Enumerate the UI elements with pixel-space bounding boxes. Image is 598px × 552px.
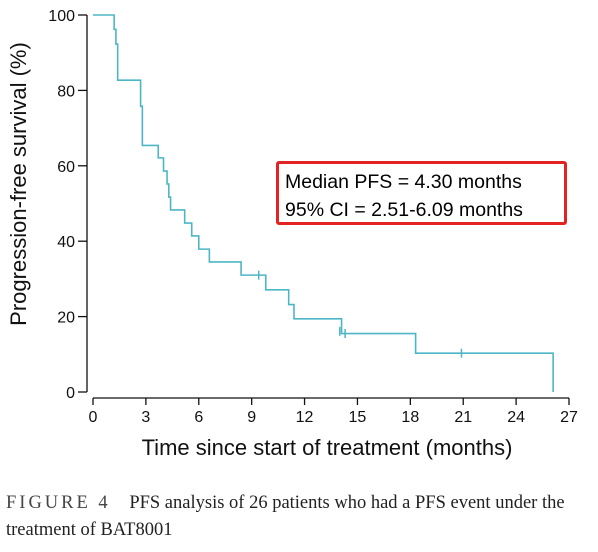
- median-pfs-annotation: Median PFS = 4.30 months 95% CI = 2.51-6…: [276, 161, 567, 225]
- y-tick-label-80: 80: [57, 83, 75, 100]
- km-plot: 0 20 40 60 80 100 0 3 6 9 12 15 18 21 24 27 Progression…: [6, 8, 578, 460]
- y-tick-label-100: 100: [48, 8, 75, 25]
- survival-step-line: [93, 14, 554, 392]
- x-tick-label-6: 6: [194, 409, 203, 426]
- median-pfs-text: Median PFS = 4.30 months: [285, 171, 522, 193]
- axes: 0 20 40 60 80 100 0 3 6 9 12 15 18 21 24 27: [48, 8, 578, 426]
- y-tick-label-40: 40: [57, 234, 75, 251]
- caption-text: PFS analysis of 26 patients who had a PF…: [6, 493, 565, 540]
- x-tick-label-18: 18: [401, 409, 419, 426]
- x-axis-title: Time since start of treatment (months): [142, 435, 513, 460]
- figure-label: FIGURE 4: [6, 493, 111, 513]
- x-tick-label-27: 27: [560, 409, 578, 426]
- y-tick-label-0: 0: [66, 385, 75, 402]
- x-tick-label-24: 24: [507, 409, 525, 426]
- figure-caption: FIGURE 4 PFS analysis of 26 patients who…: [6, 490, 590, 544]
- y-tick-label-20: 20: [57, 310, 75, 327]
- x-tick-label-3: 3: [141, 409, 150, 426]
- x-tick-label-12: 12: [296, 409, 314, 426]
- y-tick-label-60: 60: [57, 159, 75, 176]
- x-tick-label-15: 15: [349, 409, 367, 426]
- confidence-interval-text: 95% CI = 2.51-6.09 months: [285, 199, 523, 221]
- y-axis-title: Progression-free survival (%): [6, 42, 31, 326]
- survival-curve: [93, 14, 554, 392]
- x-tick-label-21: 21: [454, 409, 472, 426]
- x-tick-label-9: 9: [247, 409, 256, 426]
- x-tick-label-0: 0: [89, 409, 98, 426]
